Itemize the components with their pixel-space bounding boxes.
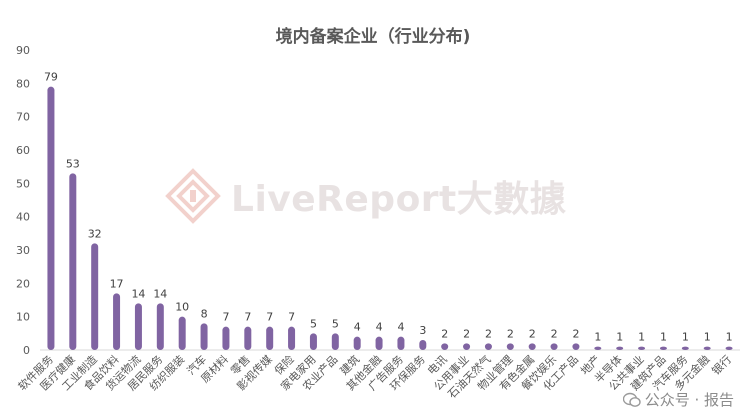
- footer-watermark: 公众号 · 报告: [622, 389, 734, 410]
- bar: [69, 173, 77, 350]
- data-label: 1: [616, 331, 623, 344]
- bar: [659, 346, 667, 350]
- data-label: 1: [594, 331, 601, 344]
- data-label: 7: [266, 311, 273, 324]
- bar: [681, 346, 689, 350]
- data-label: 32: [88, 227, 102, 240]
- bar: [244, 326, 252, 350]
- bar: [331, 333, 339, 350]
- bar: [506, 343, 514, 350]
- watermark: LiveReport大數據: [165, 168, 566, 224]
- watermark-logo-icon: [165, 168, 221, 224]
- data-label: 2: [572, 327, 579, 340]
- bar: [572, 343, 580, 350]
- y-tick-label: 60: [16, 144, 30, 157]
- data-label: 8: [201, 307, 208, 320]
- footer-text: 公众号 · 报告: [644, 391, 734, 409]
- bar: [266, 326, 274, 350]
- data-label: 4: [354, 321, 361, 334]
- bar: [484, 343, 492, 350]
- y-tick-label: 30: [16, 244, 30, 257]
- y-tick-label: 50: [16, 177, 30, 190]
- bar: [288, 326, 296, 350]
- bar: [463, 343, 471, 350]
- bar: [703, 346, 711, 350]
- bar: [725, 346, 733, 350]
- bar: [550, 343, 558, 350]
- data-label: 10: [175, 301, 189, 314]
- y-tick-label: 0: [23, 344, 30, 357]
- bar: [397, 336, 405, 350]
- data-label: 2: [441, 327, 448, 340]
- bar: [222, 326, 230, 350]
- bar: [134, 303, 142, 350]
- data-label: 2: [463, 327, 470, 340]
- data-label: 1: [682, 331, 689, 344]
- bar: [528, 343, 536, 350]
- bar: [200, 323, 208, 350]
- bar: [178, 316, 186, 350]
- data-label: 2: [507, 327, 514, 340]
- data-label: 1: [638, 331, 645, 344]
- y-tick-label: 90: [16, 44, 30, 57]
- data-label: 14: [153, 287, 167, 300]
- data-label: 17: [110, 277, 124, 290]
- data-label: 2: [529, 327, 536, 340]
- data-label: 5: [310, 317, 317, 330]
- x-tick-label: 银行: [709, 352, 734, 377]
- data-label: 2: [551, 327, 558, 340]
- data-label: 1: [704, 331, 711, 344]
- bar: [375, 336, 383, 350]
- data-label: 7: [222, 311, 229, 324]
- bar: [594, 346, 602, 350]
- data-label: 14: [131, 287, 145, 300]
- bar: [353, 336, 361, 350]
- data-label: 79: [44, 71, 58, 84]
- data-label: 3: [419, 324, 426, 337]
- bar: [47, 86, 55, 351]
- data-label: 4: [397, 321, 404, 334]
- y-tick-label: 80: [16, 77, 30, 90]
- bar: [91, 243, 99, 350]
- data-label: 7: [288, 311, 295, 324]
- data-label: 1: [726, 331, 733, 344]
- data-label: 53: [66, 157, 80, 170]
- wechat-icon: [622, 392, 641, 407]
- data-label: 1: [660, 331, 667, 344]
- bar: [156, 303, 164, 350]
- bar: [113, 293, 121, 350]
- y-tick-label: 40: [16, 211, 30, 224]
- bar: [419, 340, 427, 350]
- bar: [309, 333, 317, 350]
- data-label: 2: [485, 327, 492, 340]
- bar: [441, 343, 449, 350]
- y-tick-label: 70: [16, 111, 30, 124]
- y-tick-label: 10: [16, 311, 30, 324]
- data-label: 4: [376, 321, 383, 334]
- chart-title: 境内备案企业（行业分布): [275, 27, 471, 47]
- data-label: 5: [332, 317, 339, 330]
- bar: [616, 346, 624, 350]
- watermark-text: LiveReport大數據: [231, 179, 567, 220]
- bar: [638, 346, 646, 350]
- data-label: 7: [244, 311, 251, 324]
- y-tick-label: 20: [16, 277, 30, 290]
